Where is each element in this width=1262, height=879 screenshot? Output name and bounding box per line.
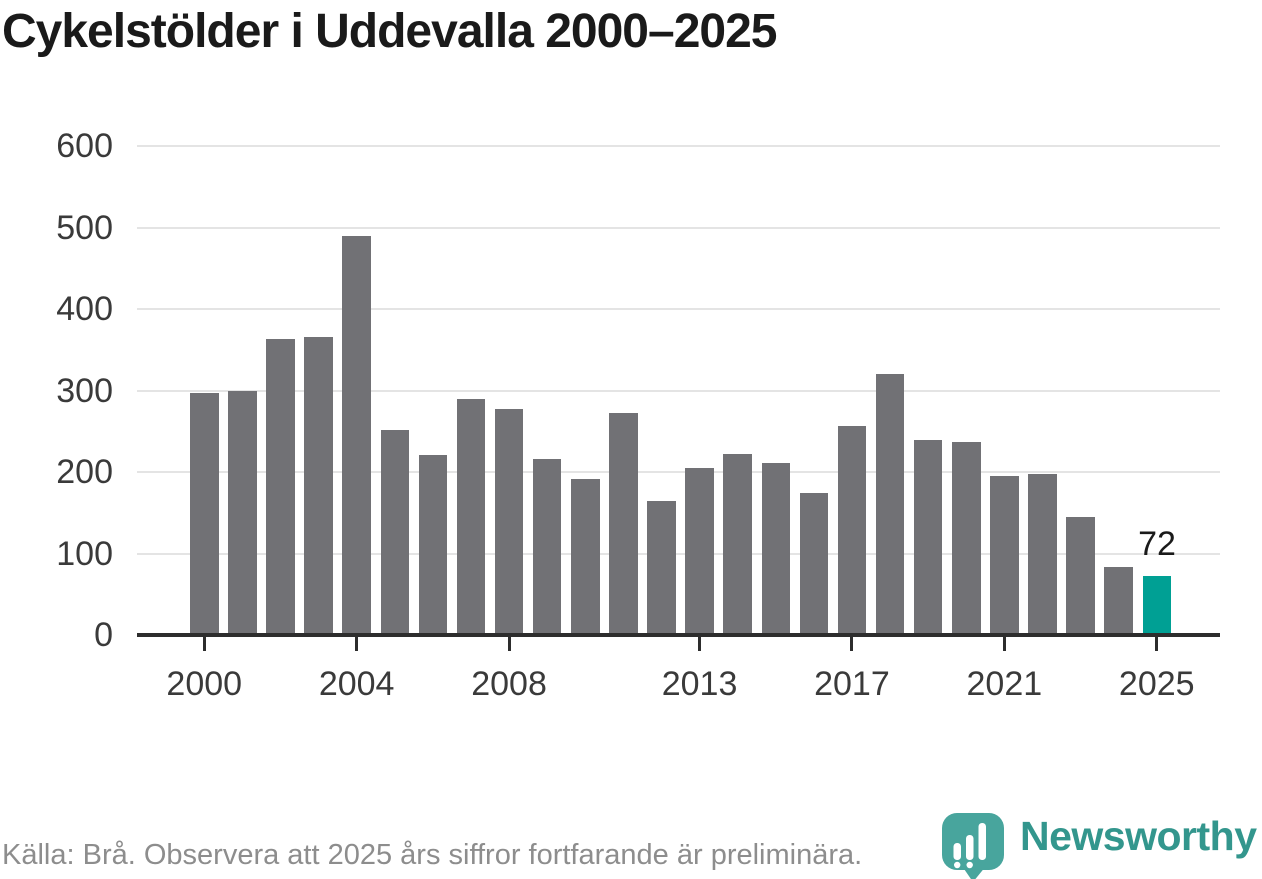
y-tick-label-200: 200 (56, 453, 113, 491)
bar-2015 (761, 463, 790, 637)
x-tick-2004 (355, 637, 359, 651)
chart-title: Cykelstölder i Uddevalla 2000–2025 (2, 5, 777, 58)
bar-2005 (380, 429, 409, 637)
x-tick-2008 (507, 637, 511, 651)
x-tick-2013 (698, 637, 702, 651)
x-tick-label-2008: 2008 (471, 665, 547, 703)
bar-2013 (685, 467, 714, 637)
bar-2024 (1104, 566, 1133, 637)
newsworthy-logo-text: Newsworthy (1020, 813, 1257, 859)
gridline-100 (137, 552, 1220, 555)
x-tick-2021 (1002, 637, 1006, 651)
x-tick-2000 (202, 637, 206, 651)
x-axis-line (137, 633, 1220, 637)
x-tick-label-2021: 2021 (966, 665, 1043, 703)
bar-2023 (1066, 516, 1095, 637)
gridline-300 (137, 389, 1220, 392)
bar-2019 (913, 440, 943, 637)
bar-value-label: 72 (1138, 525, 1176, 563)
bar-2016 (799, 493, 829, 637)
bar-2003 (304, 336, 333, 637)
gridline-400 (137, 308, 1220, 310)
source-note: Källa: Brå. Observera att 2025 års siffr… (2, 839, 863, 871)
bar-2001 (228, 390, 257, 637)
y-tick-label-0: 0 (94, 616, 113, 654)
x-tick-label-2004: 2004 (318, 665, 395, 703)
bar-2025-highlighted (1142, 576, 1171, 637)
bar-2012 (647, 500, 676, 637)
bar-2006 (418, 454, 448, 637)
bar-2020 (952, 441, 981, 637)
y-tick-label-400: 400 (56, 290, 113, 328)
x-tick-label-2013: 2013 (661, 665, 738, 703)
y-tick-label-100: 100 (56, 534, 113, 573)
bar-2000 (190, 392, 219, 637)
gridline-200 (137, 471, 1220, 473)
bar-2021 (990, 476, 1019, 637)
bar-2010 (571, 479, 600, 637)
x-tick-label-2025: 2025 (1118, 665, 1195, 703)
bar-2004 (342, 235, 371, 637)
bar-2007 (456, 398, 486, 637)
y-tick-label-500: 500 (56, 208, 113, 247)
gridline-600 (137, 145, 1220, 147)
y-tick-label-600: 600 (56, 127, 113, 165)
x-tick-label-2017: 2017 (814, 665, 890, 703)
y-tick-label-300: 300 (56, 371, 113, 410)
bar-2014 (723, 454, 752, 637)
bar-2008 (494, 409, 524, 637)
bar-2022 (1028, 473, 1057, 637)
speech-bubble-bar-chart-icon (942, 813, 1004, 879)
bar-2011 (609, 413, 638, 637)
bar-2002 (266, 339, 295, 637)
bar-2018 (875, 374, 905, 637)
x-tick-label-2000: 2000 (166, 665, 243, 703)
bar-2017 (837, 426, 867, 637)
x-tick-2025 (1155, 637, 1159, 651)
bar-2009 (532, 458, 562, 637)
gridline-500 (137, 226, 1220, 229)
x-tick-2017 (850, 637, 854, 651)
newsworthy-logo: Newsworthy (941, 810, 1261, 879)
